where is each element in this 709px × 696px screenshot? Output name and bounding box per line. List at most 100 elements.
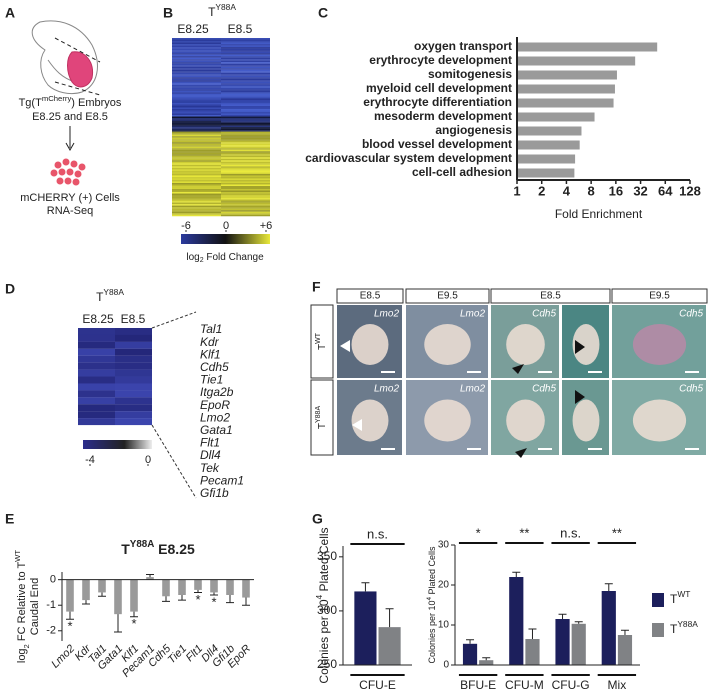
- x-tick-label: 128: [679, 183, 701, 198]
- connector: [151, 424, 197, 499]
- y-tick-label: 0: [443, 660, 449, 671]
- heatmap-cell: [172, 80, 221, 82]
- error-bar: [146, 574, 154, 578]
- heatmap-cell: [172, 172, 221, 174]
- heatmap: [78, 328, 152, 426]
- significance: n.s.: [560, 525, 581, 540]
- heatmap-cell: [221, 84, 270, 87]
- text-part: T: [208, 5, 216, 19]
- significance: *: [67, 619, 72, 634]
- heatmap-cell: [172, 178, 221, 181]
- heatmap-cell: [172, 187, 221, 190]
- heatmap-cell: [172, 65, 221, 67]
- heatmap-cell: [172, 128, 221, 131]
- category-label: cell-cell adhesion: [412, 165, 512, 179]
- heatmap-cell: [172, 130, 221, 132]
- heatmap-cell: [221, 48, 270, 51]
- heatmap-cell: [115, 362, 152, 370]
- heatmap-cell: [221, 75, 270, 78]
- heatmap-cell: [172, 154, 221, 156]
- heatmap-cell: [221, 145, 270, 147]
- gene-label: Lmo2: [200, 410, 230, 424]
- heatmap-cell: [172, 149, 221, 152]
- row-header: TY88A: [315, 406, 327, 430]
- heatmap-cell: [172, 210, 221, 212]
- x-tick-label: 8: [588, 183, 595, 198]
- error-bar: [114, 614, 122, 633]
- bar: [517, 140, 580, 150]
- heatmap-cell: [115, 334, 152, 342]
- significance: *: [476, 525, 481, 540]
- heatmap-cell: [172, 87, 221, 90]
- connector: [151, 311, 197, 329]
- heatmap-cell: [172, 170, 221, 173]
- heatmap-cell: [221, 213, 270, 215]
- gene-list: Tal1KdrKlf1Cdh5Tie1Itga2bEpoRLmo2Gata1Fl…: [200, 322, 244, 500]
- heatmap-cell: [172, 176, 221, 179]
- heatmap-cell: [221, 71, 270, 73]
- y-tick-label: 10: [438, 620, 450, 631]
- superscript: WT: [677, 589, 690, 599]
- gene-label: Tek: [200, 461, 220, 475]
- heatmap-cell: [221, 185, 270, 188]
- heatmap-cell: [78, 369, 115, 377]
- error-bar: [604, 583, 613, 591]
- gene-label: Flt1: [200, 436, 220, 450]
- heatmap-cell: [172, 181, 221, 184]
- column-header: E8.5: [540, 291, 561, 302]
- arrowhead: [512, 364, 524, 374]
- bar: [354, 591, 377, 665]
- heatmap-cell: [172, 163, 221, 165]
- colorbar-ticks: -4 0: [85, 454, 151, 466]
- heatmap-cell: [221, 128, 270, 131]
- heatmap-cell: [172, 157, 221, 159]
- heatmap-cell: [221, 176, 270, 179]
- heatmap-cell: [172, 51, 221, 54]
- error-bar: [130, 611, 138, 618]
- bar: [242, 579, 250, 598]
- heatmap-cell: [221, 87, 270, 90]
- heatmap-cell: [172, 201, 221, 203]
- bar: [194, 579, 202, 590]
- text-part: T: [670, 592, 678, 606]
- heatmap-cell: [221, 205, 270, 208]
- gene-label: Cdh5: [532, 309, 556, 320]
- heatmap-cell: [221, 53, 270, 55]
- embryo: [632, 399, 687, 442]
- bar: [517, 98, 614, 108]
- heatmap-cell: [172, 125, 221, 128]
- category-label: angiogenesis: [435, 123, 512, 137]
- heatmap-cell: [221, 154, 270, 156]
- heatmap-cell: [172, 102, 221, 105]
- error-bar: [210, 592, 218, 596]
- bar: [525, 639, 540, 665]
- heatmap-cell: [172, 45, 221, 48]
- error-bar: [66, 611, 74, 620]
- panel-a-text: RNA-Seq: [47, 205, 93, 217]
- embryo: [572, 324, 600, 365]
- arrowhead: [575, 390, 585, 404]
- text-part: Fold Change: [204, 252, 264, 263]
- bar: [98, 579, 106, 593]
- heatmap-cell: [115, 348, 152, 356]
- heatmap-cell: [221, 86, 270, 88]
- bar: [226, 579, 234, 595]
- heatmap-cell: [172, 60, 221, 63]
- embryo: [572, 399, 600, 442]
- embryo: [506, 399, 545, 442]
- bar: [479, 660, 494, 665]
- heatmap-cell: [115, 328, 152, 335]
- heatmap-cell: [172, 208, 221, 211]
- heatmap-cell: [172, 89, 221, 91]
- heatmap-cell: [221, 148, 270, 150]
- panel-a-text: E8.25 and E8.5: [32, 111, 108, 123]
- heatmap-cell: [221, 146, 270, 149]
- heatmap-cell: [172, 90, 221, 93]
- heatmap-cell: [221, 111, 270, 114]
- superscript: Y88A: [215, 2, 236, 12]
- heatmap-cell: [221, 196, 270, 199]
- embryo-sketch: [31, 20, 101, 152]
- heatmap-cell: [78, 404, 115, 412]
- heatmap-cell: [221, 115, 270, 117]
- text-part: Plated Cells: [427, 546, 437, 597]
